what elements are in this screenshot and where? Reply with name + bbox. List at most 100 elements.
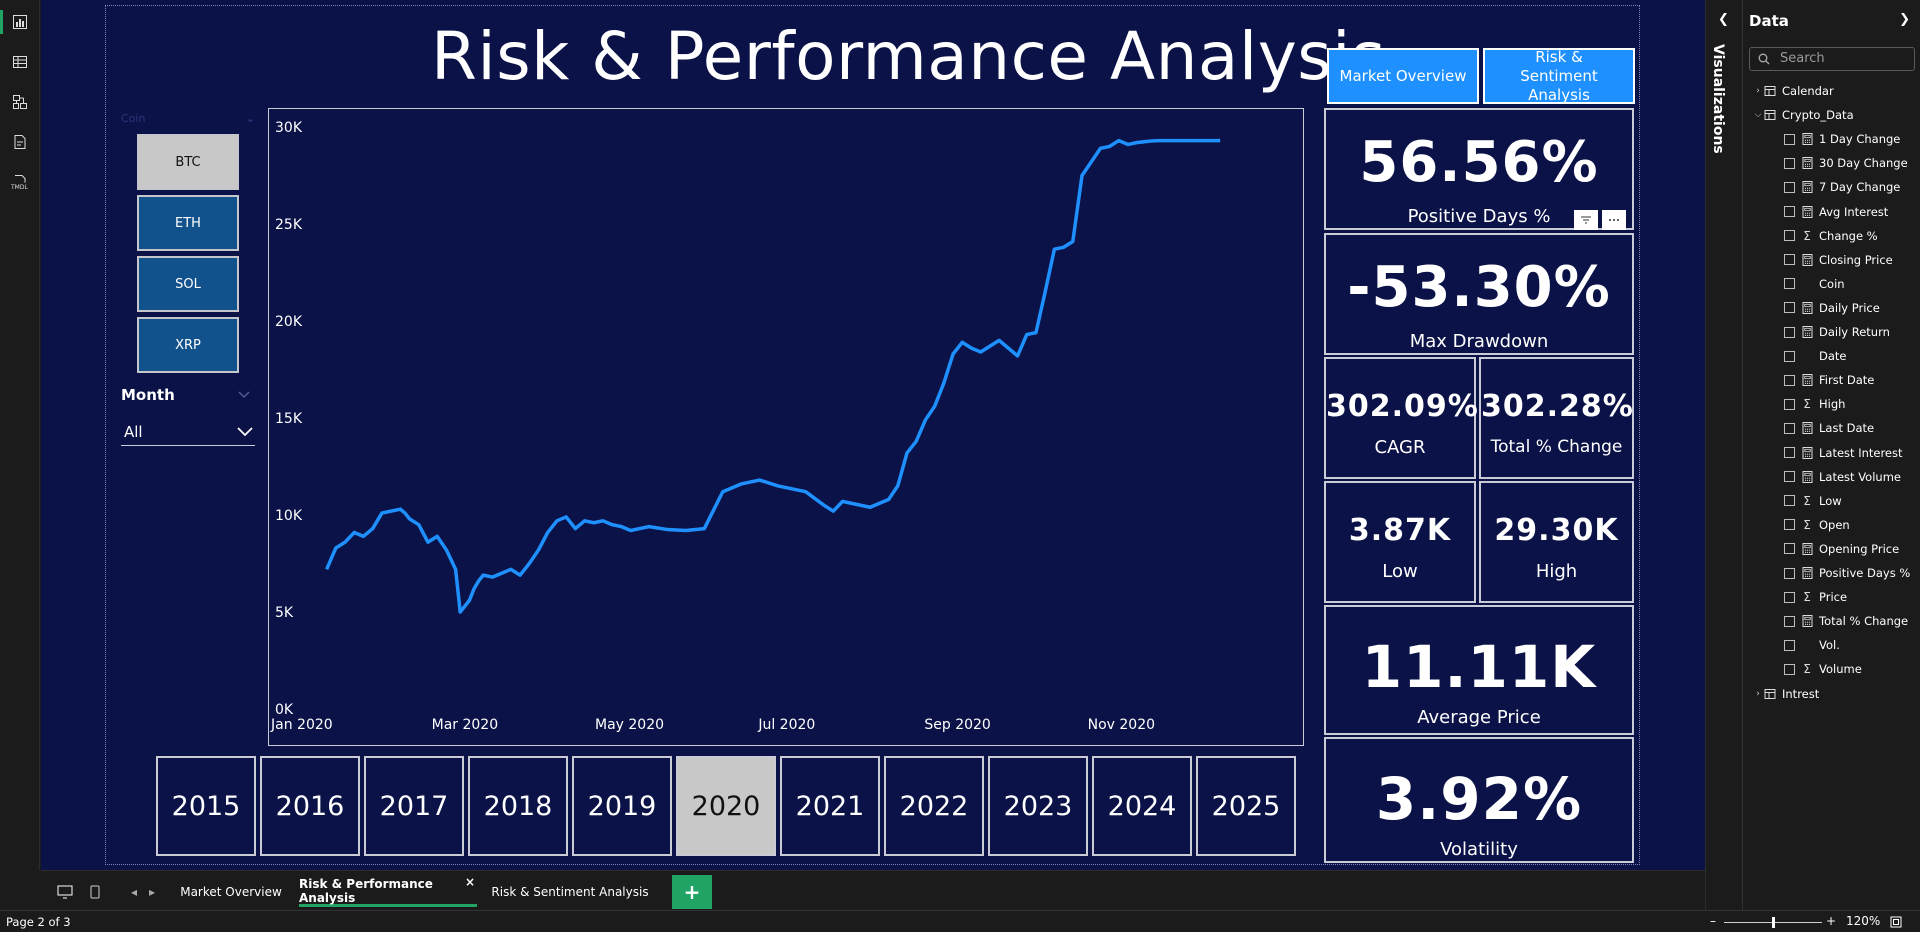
- visualizations-pane-title[interactable]: Visualizations: [1710, 44, 1726, 154]
- year-button-2016[interactable]: 2016: [260, 756, 360, 856]
- model-view-icon[interactable]: [8, 90, 32, 114]
- field-coin[interactable]: Coin: [1784, 274, 1845, 294]
- chevron-down-icon[interactable]: ⌄: [245, 112, 255, 125]
- field-change[interactable]: Σ Change %: [1784, 226, 1878, 246]
- year-button-2023[interactable]: 2023: [988, 756, 1088, 856]
- field-checkbox[interactable]: [1784, 543, 1795, 555]
- field-checkbox[interactable]: [1784, 447, 1795, 458]
- field-checkbox[interactable]: [1784, 326, 1795, 338]
- field-opening-price[interactable]: Opening Price: [1784, 539, 1899, 559]
- field-checkbox[interactable]: [1784, 278, 1795, 290]
- table-view-icon[interactable]: [8, 50, 32, 74]
- year-button-2022[interactable]: 2022: [884, 756, 984, 856]
- filter-icon[interactable]: [1574, 210, 1598, 230]
- tmdl-view-icon[interactable]: TMDL: [8, 170, 32, 194]
- field-search-input[interactable]: Search: [1749, 47, 1915, 71]
- chevron-down-icon[interactable]: ⌵: [1754, 110, 1762, 121]
- table-intrest[interactable]: › Intrest: [1752, 684, 1819, 704]
- field-vol[interactable]: Vol.: [1784, 635, 1840, 655]
- coin-option-eth[interactable]: ETH: [137, 195, 239, 251]
- field-daily-return[interactable]: Daily Return: [1784, 322, 1890, 342]
- field-checkbox[interactable]: [1784, 181, 1795, 193]
- year-button-2021[interactable]: 2021: [780, 756, 880, 856]
- field-latest-volume[interactable]: Latest Volume: [1784, 467, 1901, 487]
- next-page-icon[interactable]: ▸: [148, 885, 156, 899]
- field-checkbox[interactable]: [1784, 157, 1795, 169]
- price-line-chart[interactable]: 0K 5K 10K 15K 20K 25K 30K Jan 2020 Mar 2020 May 2…: [268, 108, 1304, 746]
- risk-sentiment-button[interactable]: Risk & Sentiment Analysis: [1483, 48, 1635, 104]
- coin-option-xrp[interactable]: XRP: [137, 317, 239, 373]
- calculator-icon: [1801, 615, 1813, 628]
- field-checkbox[interactable]: [1784, 374, 1795, 386]
- field-checkbox[interactable]: [1784, 422, 1795, 434]
- page-tab-risk-performance-analysis[interactable]: Risk & Performance Analysis ×: [299, 875, 477, 907]
- zoom-in-icon[interactable]: +: [1826, 914, 1837, 928]
- field-price[interactable]: Σ Price: [1784, 587, 1847, 607]
- field-checkbox[interactable]: [1784, 639, 1795, 651]
- table-crypto-data[interactable]: ⌵ Crypto_Data: [1752, 105, 1854, 125]
- chevron-right-icon[interactable]: ›: [1756, 688, 1760, 699]
- year-button-2019[interactable]: 2019: [572, 756, 672, 856]
- year-button-2017[interactable]: 2017: [364, 756, 464, 856]
- field-daily-price[interactable]: Daily Price: [1784, 298, 1880, 318]
- field-checkbox[interactable]: [1784, 254, 1795, 266]
- field-checkbox[interactable]: [1784, 567, 1795, 579]
- field-checkbox[interactable]: [1784, 302, 1795, 314]
- chevron-down-icon[interactable]: [237, 388, 251, 402]
- year-button-2018[interactable]: 2018: [468, 756, 568, 856]
- market-overview-button[interactable]: Market Overview: [1327, 48, 1479, 104]
- coin-option-btc[interactable]: BTC: [137, 134, 239, 190]
- year-button-2015[interactable]: 2015: [156, 756, 256, 856]
- desktop-layout-icon[interactable]: [53, 877, 77, 907]
- mobile-layout-icon[interactable]: [83, 877, 107, 907]
- field-first-date[interactable]: First Date: [1784, 370, 1874, 390]
- month-dropdown[interactable]: All: [121, 418, 255, 446]
- series-line-btc-closing-price[interactable]: [325, 138, 1221, 614]
- zoom-slider-thumb[interactable]: [1772, 917, 1775, 928]
- year-button-2024[interactable]: 2024: [1092, 756, 1192, 856]
- field-checkbox[interactable]: [1784, 133, 1795, 145]
- field-checkbox[interactable]: [1784, 471, 1795, 483]
- close-tab-icon[interactable]: ×: [464, 875, 475, 889]
- field-checkbox[interactable]: [1784, 495, 1795, 507]
- field-checkbox[interactable]: [1784, 230, 1795, 242]
- zoom-out-icon[interactable]: –: [1710, 914, 1716, 928]
- collapse-right-icon[interactable]: ❯: [1899, 12, 1910, 27]
- field-low[interactable]: Σ Low: [1784, 491, 1842, 511]
- field-date[interactable]: Date: [1784, 346, 1847, 366]
- field-checkbox[interactable]: [1784, 591, 1795, 603]
- field-volume[interactable]: Σ Volume: [1784, 659, 1862, 679]
- field-checkbox[interactable]: [1784, 350, 1795, 362]
- field-closing-price[interactable]: Closing Price: [1784, 250, 1893, 270]
- field-positive-days[interactable]: Positive Days %: [1784, 563, 1910, 583]
- field-last-date[interactable]: Last Date: [1784, 418, 1874, 438]
- page-tab-market-overview[interactable]: Market Overview: [169, 877, 293, 907]
- table-calendar[interactable]: › Calendar: [1752, 81, 1834, 101]
- dax-query-icon[interactable]: [8, 130, 32, 154]
- page-tab-risk-sentiment-analysis[interactable]: Risk & Sentiment Analysis: [484, 877, 656, 907]
- coin-option-sol[interactable]: SOL: [137, 256, 239, 312]
- field-avg-interest[interactable]: Avg Interest: [1784, 202, 1888, 222]
- field-checkbox[interactable]: [1784, 206, 1795, 217]
- kpi-label: Positive Days %: [1407, 206, 1551, 227]
- field-total-change[interactable]: Total % Change: [1784, 611, 1908, 631]
- more-options-icon[interactable]: [1602, 210, 1626, 230]
- field-checkbox[interactable]: [1784, 663, 1795, 675]
- field-30-day-change[interactable]: 30 Day Change: [1784, 153, 1908, 173]
- field-7-day-change[interactable]: 7 Day Change: [1784, 177, 1900, 197]
- expand-left-icon[interactable]: ❮: [1718, 12, 1729, 27]
- field-open[interactable]: Σ Open: [1784, 515, 1850, 535]
- year-button-2020[interactable]: 2020: [676, 756, 776, 856]
- field-latest-interest[interactable]: Latest Interest: [1784, 443, 1903, 463]
- previous-page-icon[interactable]: ◂: [130, 885, 138, 899]
- field-checkbox[interactable]: [1784, 615, 1795, 627]
- chevron-right-icon[interactable]: ›: [1756, 86, 1760, 96]
- year-button-2025[interactable]: 2025: [1196, 756, 1296, 856]
- fit-to-page-icon[interactable]: [1890, 916, 1902, 931]
- field-checkbox[interactable]: [1784, 398, 1795, 410]
- report-view-icon[interactable]: [0, 10, 32, 34]
- field-high[interactable]: Σ High: [1784, 394, 1845, 414]
- field-1-day-change[interactable]: 1 Day Change: [1784, 129, 1900, 149]
- add-page-button[interactable]: +: [672, 875, 712, 909]
- field-checkbox[interactable]: [1784, 519, 1795, 531]
